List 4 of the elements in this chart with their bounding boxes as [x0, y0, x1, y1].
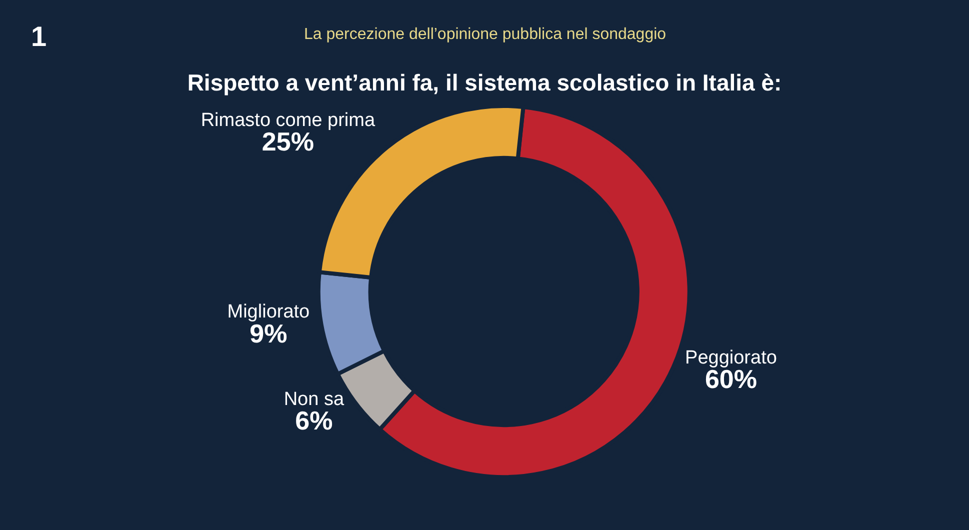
slice-label: Migliorato: [227, 302, 310, 323]
chart-title: Rispetto a vent’anni fa, il sistema scolastico in Italia è:: [187, 69, 782, 96]
chart-subtitle: La percezione dell’opinione pubblica nel sondaggio: [304, 26, 666, 43]
text: 1: [31, 21, 47, 52]
